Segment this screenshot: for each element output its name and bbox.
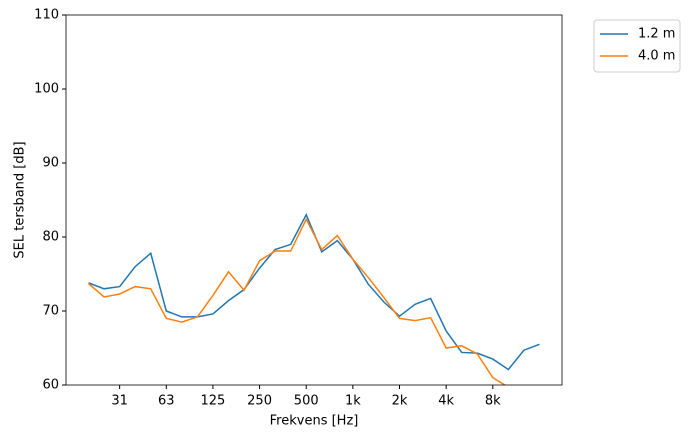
legend-label: 4.0 m <box>638 49 675 64</box>
legend-box <box>593 19 681 73</box>
x-tick-label: 2k <box>392 394 408 409</box>
y-tick-label: 70 <box>42 304 59 319</box>
legend-label: 1.2 m <box>638 27 675 42</box>
y-tick-label: 60 <box>42 378 59 393</box>
x-tick-label: 500 <box>294 394 319 409</box>
x-axis-label: Frekvens [Hz] <box>270 414 359 429</box>
y-axis-label: SEL tersband [dB] <box>13 141 28 258</box>
x-tick-label: 63 <box>158 394 175 409</box>
x-tick-label: 31 <box>111 394 128 409</box>
x-tick-label: 125 <box>201 394 226 409</box>
plot-frame <box>65 14 563 386</box>
plot-area <box>88 213 540 385</box>
y-tick-label: 90 <box>42 156 59 171</box>
y-tick-label: 110 <box>34 8 59 23</box>
line-series <box>88 217 507 385</box>
line-series <box>88 213 540 371</box>
x-tick-label: 1k <box>345 394 361 409</box>
y-tick-label: 80 <box>42 230 59 245</box>
x-tick-label: 4k <box>438 394 454 409</box>
y-tick-label: 100 <box>34 82 59 97</box>
x-tick-label: 8k <box>485 394 501 409</box>
x-tick-label: 250 <box>247 394 272 409</box>
